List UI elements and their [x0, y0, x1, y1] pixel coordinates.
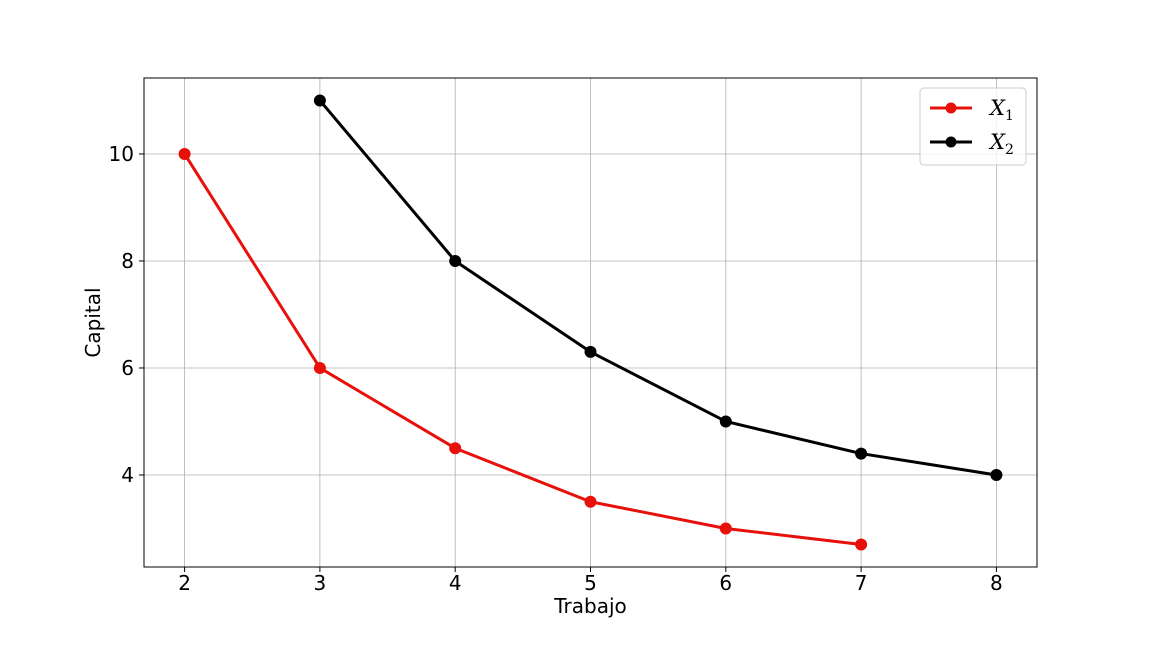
legend-label-subscript: 2	[1005, 142, 1014, 158]
legend-item-2: X2	[930, 130, 1014, 158]
series-2-point	[449, 254, 462, 267]
series-1-point	[855, 538, 868, 551]
y-tick-label: 6	[121, 356, 134, 380]
y-tick-label: 10	[109, 142, 134, 166]
series-2-point	[313, 94, 326, 107]
legend-label: X2	[988, 130, 1014, 158]
series-1-point	[313, 361, 326, 374]
x-tick-label: 7	[855, 571, 868, 595]
x-axis-label: Trabajo	[553, 594, 627, 618]
series-2-point	[719, 415, 732, 428]
legend-label-main: X	[988, 96, 1006, 120]
series-1-point	[449, 442, 462, 455]
y-tick-label: 8	[121, 249, 134, 273]
series-1	[178, 147, 868, 551]
x-tick-label: 5	[584, 571, 597, 595]
series-2-point	[855, 447, 868, 460]
legend-label-subscript: 1	[1005, 108, 1014, 124]
axis-ticks: 2 3 4 5 6 7 8 4 6 8 10	[109, 142, 1003, 595]
x-tick-label: 6	[719, 571, 732, 595]
series-2-point	[990, 468, 1003, 481]
series-2	[313, 94, 1003, 481]
x-tick-label: 8	[990, 571, 1003, 595]
legend-label: X1	[988, 96, 1014, 124]
y-tick-label: 4	[121, 463, 134, 487]
legend-swatch-marker	[945, 136, 957, 148]
x-tick-label: 2	[178, 571, 191, 595]
y-axis-label: Capital	[81, 287, 105, 357]
x-tick-label: 4	[449, 571, 462, 595]
legend-item-1: X1	[930, 96, 1014, 124]
legend-label-main: X	[988, 130, 1006, 154]
series-1-point	[719, 522, 732, 535]
series-1-point	[178, 147, 191, 160]
x-tick-label: 3	[314, 571, 327, 595]
series-2-line	[318, 99, 997, 477]
grid	[144, 78, 1037, 567]
legend-swatch-marker	[945, 102, 957, 114]
series-1-line	[183, 153, 862, 547]
series-2-point	[584, 345, 597, 358]
series-1-point	[584, 495, 597, 508]
plot-series	[178, 94, 1003, 551]
